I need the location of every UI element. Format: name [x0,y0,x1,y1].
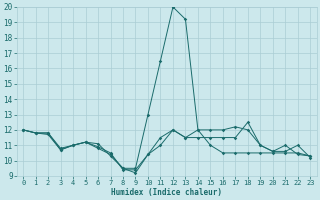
X-axis label: Humidex (Indice chaleur): Humidex (Indice chaleur) [111,188,222,197]
